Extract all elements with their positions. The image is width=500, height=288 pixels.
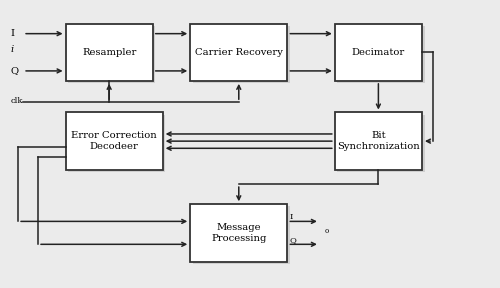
- FancyBboxPatch shape: [190, 24, 288, 81]
- FancyBboxPatch shape: [335, 24, 422, 81]
- Text: I: I: [10, 29, 14, 38]
- Text: Error Correction
Decodeer: Error Correction Decodeer: [72, 131, 157, 151]
- FancyBboxPatch shape: [338, 26, 424, 83]
- FancyBboxPatch shape: [338, 115, 424, 172]
- Text: Carrier Recovery: Carrier Recovery: [195, 48, 282, 57]
- FancyBboxPatch shape: [190, 204, 288, 262]
- FancyBboxPatch shape: [66, 113, 162, 170]
- Text: o: o: [325, 228, 329, 235]
- FancyBboxPatch shape: [335, 113, 422, 170]
- Text: i: i: [10, 45, 14, 54]
- Text: Q: Q: [290, 236, 297, 244]
- Text: Bit
Synchronization: Bit Synchronization: [337, 131, 420, 151]
- FancyBboxPatch shape: [192, 206, 290, 264]
- FancyBboxPatch shape: [66, 24, 153, 81]
- FancyBboxPatch shape: [68, 115, 165, 172]
- Text: Message
Processing: Message Processing: [211, 223, 266, 242]
- Text: clk: clk: [10, 97, 23, 105]
- FancyBboxPatch shape: [192, 26, 290, 83]
- Text: Resampler: Resampler: [82, 48, 136, 57]
- Text: I: I: [290, 213, 294, 221]
- Text: Q: Q: [10, 67, 19, 75]
- Text: Decimator: Decimator: [352, 48, 405, 57]
- FancyBboxPatch shape: [68, 26, 156, 83]
